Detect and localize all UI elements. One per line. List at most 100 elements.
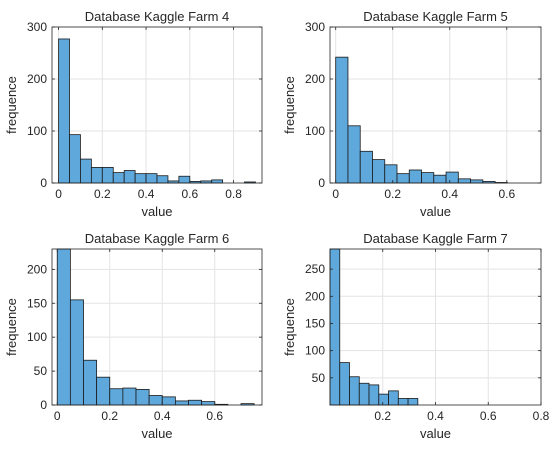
histogram-bar xyxy=(470,179,484,184)
histogram-bar xyxy=(96,376,111,406)
histogram-bar xyxy=(349,376,360,406)
histogram-bar xyxy=(123,170,136,184)
histogram-bar xyxy=(407,398,419,406)
histogram-bar xyxy=(421,172,435,184)
y-tick-label: 100 xyxy=(27,124,47,138)
histogram-bar xyxy=(397,398,409,406)
chart-title: Database Kaggle Farm 5 xyxy=(363,9,508,24)
y-tick-label: 100 xyxy=(27,330,47,344)
y-tick-label: 150 xyxy=(27,296,47,310)
x-axis-label: value xyxy=(420,426,451,441)
histogram-bar xyxy=(145,173,158,184)
x-tick-label: 0.6 xyxy=(480,409,497,423)
histogram-bar xyxy=(347,125,361,184)
histogram-bar xyxy=(148,395,163,406)
chart-panel-4: 0.2 0.4 0.6 0.8 50 100 150 200 250 Database Kaggl… xyxy=(282,231,550,441)
x-tick-label: 0.4 xyxy=(138,187,155,201)
y-tick-label: 50 xyxy=(34,364,48,378)
histogram-bar xyxy=(174,400,189,406)
histogram-bar xyxy=(372,159,386,184)
chart-panel-3: 0 0.2 0.4 0.6 0 50 100 150 200 Database Kaggle Fa… xyxy=(4,231,263,441)
chart-panel-1: 0 0.2 0.4 0.6 0.8 0 100 200 300 Database Kaggle F… xyxy=(4,9,263,219)
x-tick-label: 0.4 xyxy=(154,409,171,423)
histogram-bar xyxy=(178,175,191,184)
histogram-bar xyxy=(433,174,447,184)
x-tick-label: 0.2 xyxy=(384,187,401,201)
histogram-bar xyxy=(80,158,92,184)
y-tick-label: 0 xyxy=(40,176,47,190)
histogram-bar xyxy=(101,166,114,184)
plot-area xyxy=(52,27,262,183)
chart-title: Database Kaggle Farm 6 xyxy=(85,231,230,246)
y-axis-label: frequence xyxy=(282,76,297,134)
x-tick-label: 0.2 xyxy=(101,409,118,423)
histogram-bar xyxy=(109,388,124,406)
y-tick-label: 0 xyxy=(40,398,47,412)
histogram-bar xyxy=(335,56,349,184)
histogram-bar xyxy=(69,134,81,184)
y-axis-label: frequence xyxy=(4,76,19,134)
x-tick-label: 0 xyxy=(332,187,339,201)
histogram-bar xyxy=(396,173,410,184)
histogram-bar xyxy=(368,384,380,406)
x-axis-label: value xyxy=(141,426,172,441)
histogram-bar xyxy=(329,248,341,406)
y-tick-label: 300 xyxy=(305,20,325,34)
histogram-bar xyxy=(384,164,398,184)
x-tick-label: 0.2 xyxy=(94,187,111,201)
histogram-bar xyxy=(134,173,147,184)
histogram-bar xyxy=(378,393,389,406)
y-tick-label: 200 xyxy=(305,72,325,86)
y-tick-label: 300 xyxy=(27,20,47,34)
histogram-bar xyxy=(56,248,71,406)
y-tick-label: 200 xyxy=(305,289,325,303)
histogram-bar xyxy=(156,175,169,184)
histogram-bar xyxy=(58,38,70,184)
x-tick-label: 0.2 xyxy=(374,409,391,423)
axes-box xyxy=(51,248,263,406)
histogram-bar xyxy=(339,362,350,406)
x-tick-label: 0 xyxy=(55,187,62,201)
histogram-bar xyxy=(211,179,224,184)
histogram-bar xyxy=(135,388,150,406)
histogram-bar xyxy=(445,171,459,184)
histogram-bar xyxy=(388,390,399,406)
x-tick-label: 0.4 xyxy=(427,409,444,423)
chart-panel-2: 0 0.2 0.4 0.6 0 100 200 300 Database Kaggle Farm… xyxy=(282,9,542,219)
y-axis-label: frequence xyxy=(282,298,297,356)
histogram-bar xyxy=(408,169,422,184)
x-tick-label: 0.4 xyxy=(441,187,458,201)
histogram-bar xyxy=(161,396,176,406)
histogram-bar xyxy=(188,399,203,406)
x-tick-label: 0.6 xyxy=(498,187,515,201)
x-tick-label: 0 xyxy=(54,409,61,423)
histogram-bar xyxy=(112,172,125,184)
x-axis-label: value xyxy=(141,204,172,219)
x-tick-label: 0.6 xyxy=(181,187,198,201)
histogram-bar xyxy=(201,401,216,406)
y-tick-label: 100 xyxy=(305,124,325,138)
y-tick-label: 150 xyxy=(305,316,325,330)
histogram-bar xyxy=(358,382,370,406)
y-tick-label: 100 xyxy=(305,344,325,358)
y-tick-label: 50 xyxy=(312,371,326,385)
x-axis-label: value xyxy=(420,204,451,219)
y-tick-label: 0 xyxy=(318,176,325,190)
axes-box xyxy=(51,26,263,184)
histogram-bar xyxy=(69,299,84,406)
histogram-bar xyxy=(90,166,103,184)
y-tick-label: 200 xyxy=(27,72,47,86)
histogram-bar xyxy=(359,150,373,184)
x-tick-label: 0.6 xyxy=(206,409,223,423)
x-tick-label: 0.8 xyxy=(225,187,242,201)
histogram-bar xyxy=(457,178,471,184)
histogram-bar xyxy=(122,387,137,406)
chart-title: Database Kaggle Farm 4 xyxy=(85,9,230,24)
chart-title: Database Kaggle Farm 7 xyxy=(363,231,508,246)
axes-box xyxy=(329,26,542,184)
x-tick-label: 0.8 xyxy=(533,409,550,423)
histogram-bar xyxy=(83,359,98,406)
y-tick-label: 250 xyxy=(305,262,325,276)
